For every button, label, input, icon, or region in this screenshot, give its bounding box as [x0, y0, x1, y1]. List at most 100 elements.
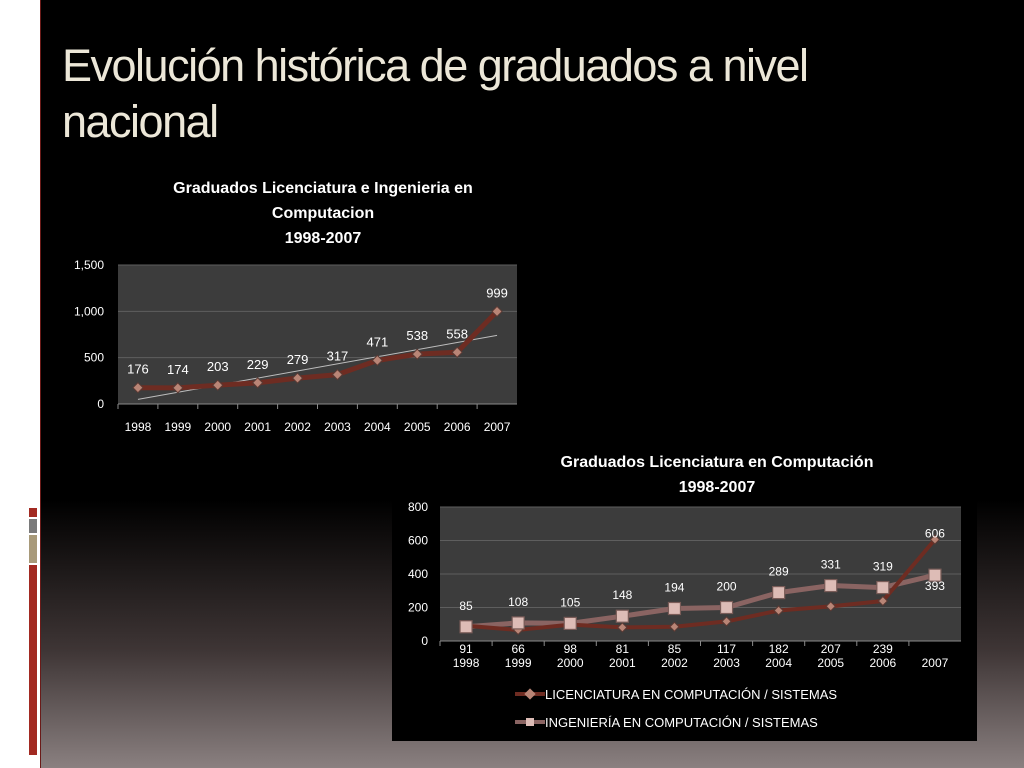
chart1-data-point — [331, 368, 344, 381]
chart2-data-point-ingenieria — [615, 609, 629, 623]
chart2-data-point-licenciatura — [825, 601, 836, 612]
chart1-ytick-label: 0 — [97, 397, 104, 411]
chart2-xtick-label: 1998 — [453, 656, 480, 670]
deco-block-red — [29, 508, 37, 517]
chart2-data-point-ingenieria — [563, 616, 577, 631]
chart1-ytick-label: 1,000 — [74, 304, 104, 318]
deco-block-tan — [29, 535, 37, 563]
chart2-xtick-label: 2007 — [922, 656, 949, 670]
chart1-xtick-label: 2007 — [484, 420, 511, 434]
chart2-xtick-label: 2000 — [557, 656, 584, 670]
chart2-data-point-ingenieria — [667, 601, 682, 616]
chart2-data-label-licenciatura: 182 — [769, 642, 789, 656]
chart1-data-label: 471 — [366, 334, 388, 349]
chart2-data-label-licenciatura: 606 — [925, 526, 945, 540]
chart2-ytick-label: 0 — [421, 634, 428, 648]
chart1-xtick-label: 2004 — [364, 420, 391, 434]
chart2-xtick-label: 2002 — [661, 656, 688, 670]
chart2-data-label-licenciatura: 239 — [873, 642, 893, 656]
chart2-data-label-ingenieria: 85 — [459, 599, 473, 613]
chart1-series-line — [137, 309, 499, 391]
chart1-data-point — [132, 381, 144, 394]
chart1-data-point — [411, 348, 423, 360]
chart2-data-point-ingenieria — [876, 580, 890, 595]
chart2-ytick-label: 400 — [408, 567, 428, 581]
chart1-data-label: 279 — [287, 352, 309, 367]
chart1-data-point — [451, 346, 463, 358]
legend-label-licenciatura: LICENCIATURA EN COMPUTACIÓN / SISTEMAS — [545, 686, 838, 702]
chart2-data-label-licenciatura: 81 — [616, 642, 630, 656]
deco-bar-red — [29, 565, 37, 755]
chart2-data-point-licenciatura — [669, 621, 680, 632]
chart1-data-label: 999 — [486, 285, 508, 300]
chart1-title-line3: 1998-2007 — [284, 230, 362, 247]
chart2-data-point-ingenieria — [824, 578, 838, 593]
chart1-xtick-label: 1999 — [164, 420, 191, 434]
chart1-data-label: 176 — [127, 362, 149, 377]
chart2-title-line1: Graduados Licenciatura en Computación — [560, 454, 874, 471]
chart2-data-label-ingenieria: 108 — [508, 595, 528, 609]
chart1-ytick-label: 500 — [84, 351, 104, 365]
chart1-data-point — [251, 377, 264, 389]
chart1-title-line2: Computacion — [271, 205, 375, 222]
chart2-ytick-label: 600 — [408, 534, 428, 548]
chart1-data-point — [212, 379, 224, 391]
chart2-data-point-licenciatura — [773, 605, 784, 616]
chart2-data-label-licenciatura: 91 — [459, 642, 473, 656]
deco-block-gray — [29, 519, 37, 533]
chart2-title-line2: 1998-2007 — [678, 479, 756, 496]
chart2-data-label-ingenieria: 319 — [873, 560, 893, 574]
legend-item-licenciatura: LICENCIATURA EN COMPUTACIÓN / SISTEMAS — [515, 680, 837, 708]
chart2-series-line-licenciatura — [465, 538, 937, 632]
chart2-xtick-label: 2005 — [817, 656, 844, 670]
chart1-xtick-label: 2002 — [284, 420, 311, 434]
chart1-data-point — [491, 305, 503, 318]
chart2-title: Graduados Licenciatura en Computación 19… — [520, 450, 914, 500]
legend-swatch-ingenieria — [515, 715, 545, 729]
chart1-ytick-label: 1,500 — [74, 258, 104, 272]
legend-swatch-licenciatura — [515, 687, 545, 701]
chart2-legend: LICENCIATURA EN COMPUTACIÓN / SISTEMAS I… — [515, 680, 837, 736]
chart2-data-label-licenciatura: 117 — [717, 642, 736, 656]
chart1-title-line1: Graduados Licenciatura e Ingenieria en — [173, 180, 473, 197]
chart1-data-label: 558 — [446, 326, 468, 341]
chart2-ytick-label: 800 — [408, 500, 428, 514]
chart1-xtick-label: 1998 — [125, 420, 152, 434]
vertical-accent-line — [40, 0, 41, 768]
chart1-data-label: 203 — [207, 359, 229, 374]
slide-title: Evolución histórica de graduados a nivel… — [62, 40, 809, 147]
chart1-data-label: 538 — [406, 328, 428, 343]
chart2-ytick-label: 200 — [408, 601, 428, 615]
chart1-xtick-label: 2001 — [244, 420, 271, 434]
chart2-data-point-licenciatura — [721, 616, 732, 627]
chart2-data-label-ingenieria: 289 — [769, 565, 789, 579]
chart2-data-label-licenciatura: 66 — [511, 642, 525, 656]
chart1-data-label: 174 — [167, 362, 189, 377]
chart2-data-point-ingenieria — [928, 568, 942, 582]
chart2-data-label-ingenieria: 148 — [612, 588, 632, 602]
chart1-xtick-label: 2000 — [204, 420, 231, 434]
chart2-data-label-ingenieria: 194 — [664, 581, 684, 595]
chart2-data-point-licenciatura — [929, 534, 941, 545]
chart2-data-label-licenciatura: 207 — [821, 642, 841, 656]
chart1-data-point — [172, 382, 184, 394]
chart1-data-label: 317 — [327, 349, 349, 364]
chart2-data-label-ingenieria: 393 — [925, 579, 945, 593]
chart2-data-label-ingenieria: 331 — [821, 558, 841, 572]
chart2-data-point-ingenieria — [459, 620, 473, 634]
chart2-xtick-label: 2004 — [765, 656, 792, 670]
chart2-data-label-ingenieria: 105 — [560, 595, 580, 609]
chart1-title: Graduados Licenciatura e Ingenieria en C… — [118, 176, 528, 251]
chart2-data-point-licenciatura — [617, 622, 628, 633]
chart2-data-label-ingenieria: 200 — [717, 580, 737, 594]
chart1-data-point — [291, 372, 304, 384]
chart2-data-label-licenciatura: 85 — [668, 642, 682, 656]
legend-label-ingenieria: INGENIERÍA EN COMPUTACIÓN / SISTEMAS — [545, 714, 818, 730]
chart1-data-label: 229 — [247, 357, 269, 372]
chart2-series-line-ingenieria — [465, 572, 936, 630]
chart1-data-point — [371, 354, 384, 367]
chart1-xtick-label: 2005 — [404, 420, 431, 434]
chart2-xtick-label: 2003 — [713, 656, 740, 670]
